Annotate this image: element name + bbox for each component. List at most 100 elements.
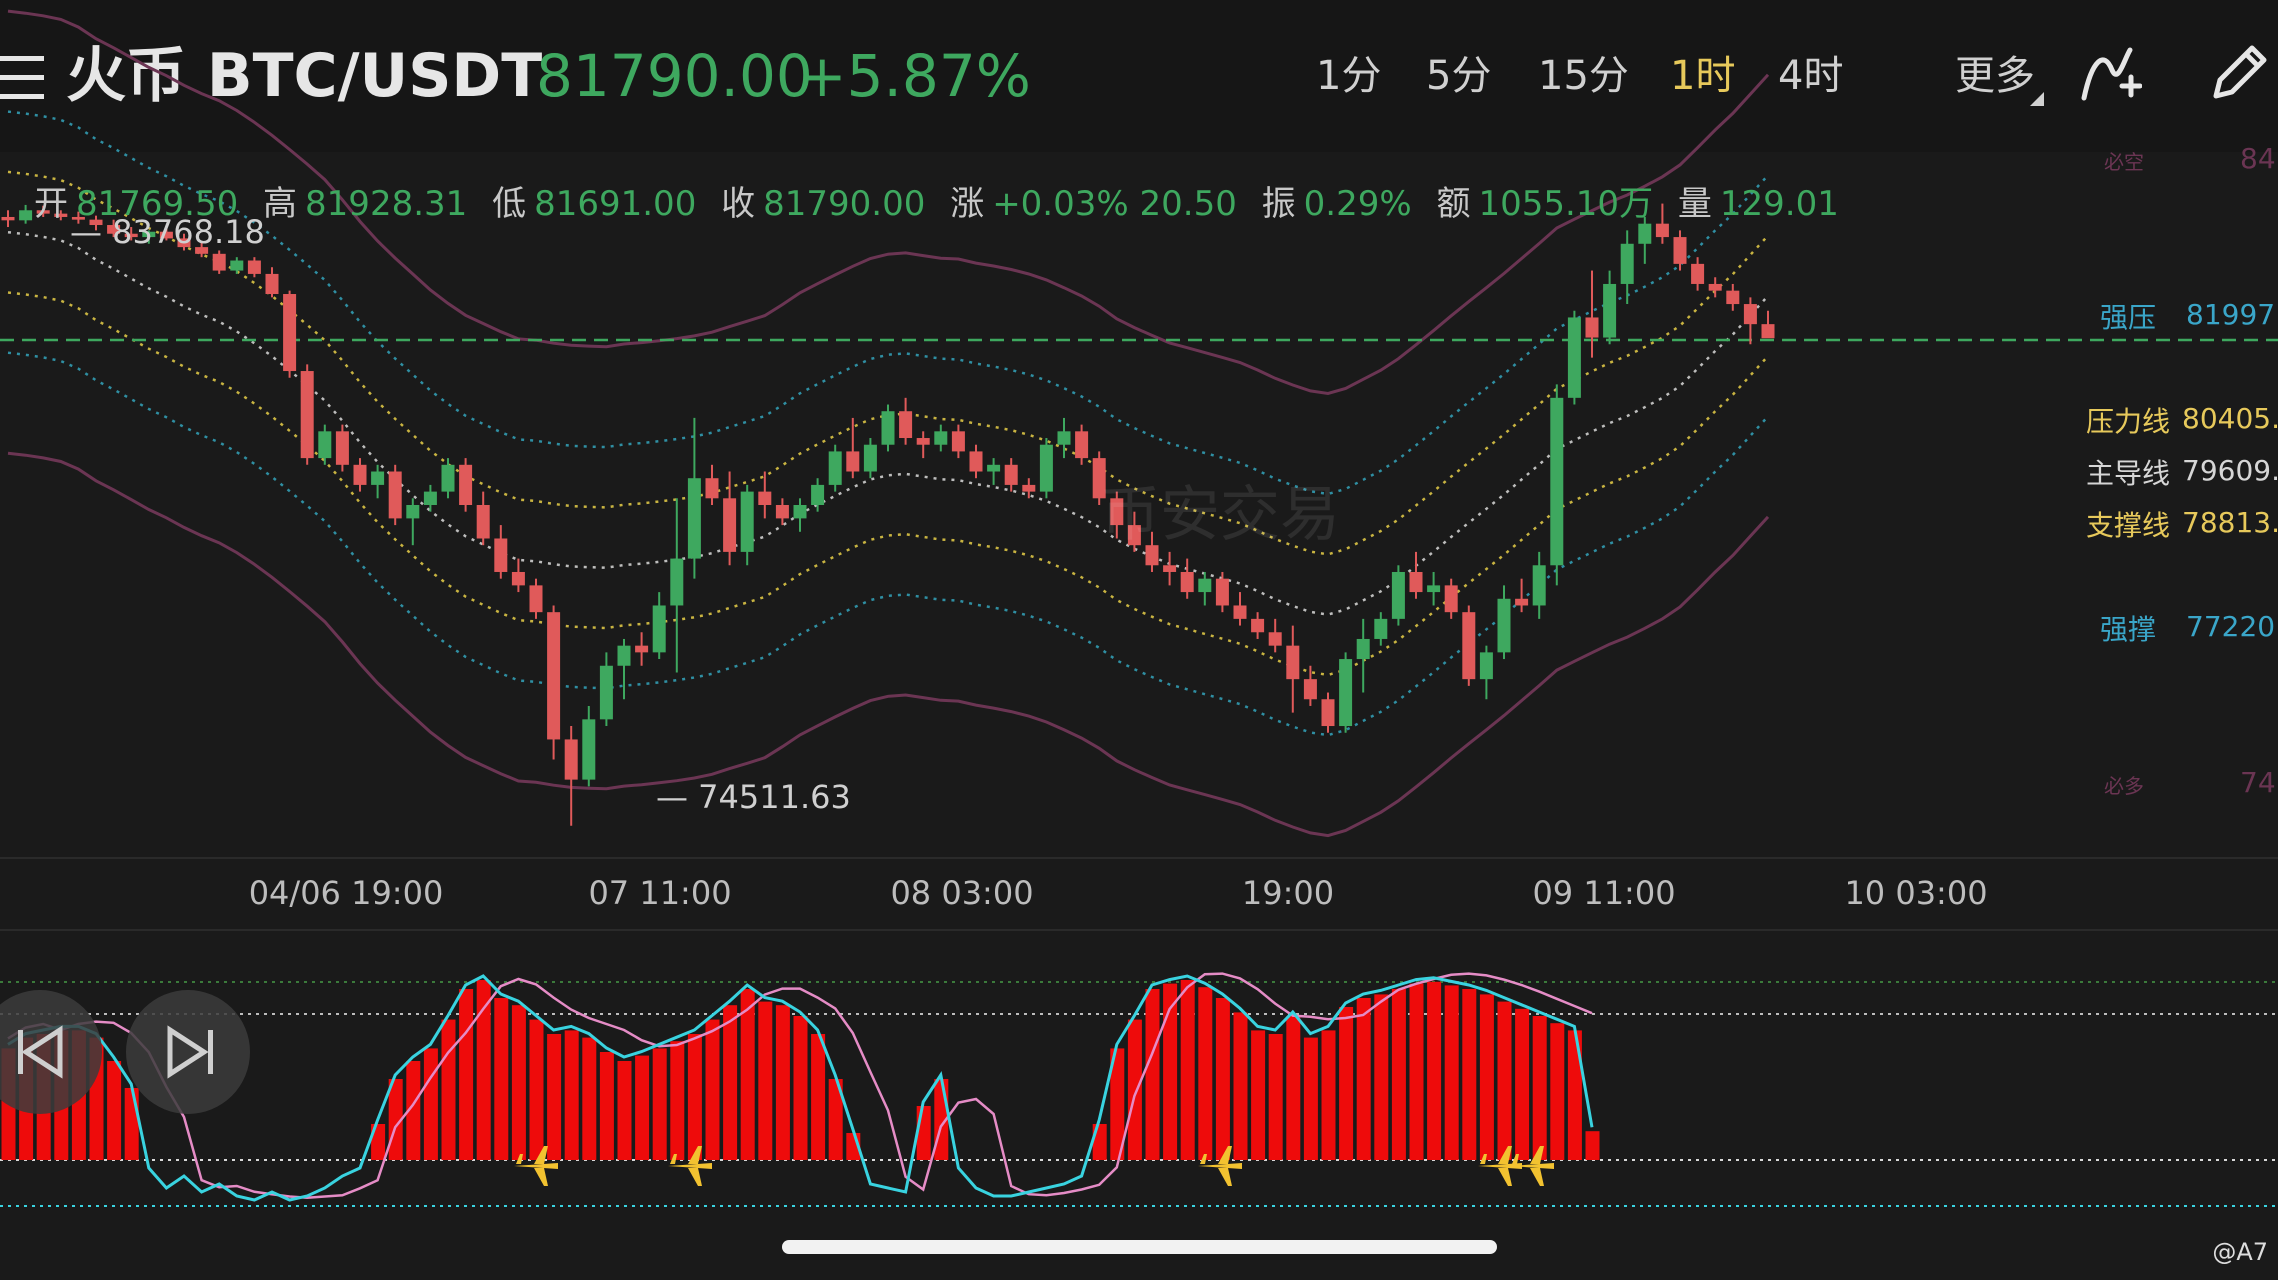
level-label-strong-support: 强撑	[2100, 613, 2157, 646]
open-value: 81769.50	[76, 184, 239, 224]
candle-body	[388, 471, 402, 519]
pair-title[interactable]: 火币 BTC/USDT	[66, 41, 543, 111]
candle-body	[353, 464, 367, 485]
candle-body	[811, 484, 825, 505]
osc-histogram-bar	[705, 1019, 720, 1160]
candle-body	[1743, 304, 1757, 325]
candle-body	[652, 605, 666, 653]
candle-body	[828, 451, 842, 485]
level-value-strong-support: 77220.8	[2186, 610, 2278, 643]
candle-body	[1022, 484, 1036, 492]
high-marker-label: — 83768.18	[70, 213, 265, 251]
next-frame-button[interactable]	[126, 990, 250, 1114]
osc-histogram-bar	[1567, 1030, 1582, 1160]
osc-histogram-bar	[459, 989, 474, 1160]
osc-histogram-bar	[687, 1034, 702, 1160]
candle-body	[1268, 632, 1282, 646]
level-label-must-long: 必多	[2104, 774, 2144, 798]
candle-body	[1391, 571, 1405, 619]
osc-histogram-bar	[1321, 1030, 1336, 1160]
osc-histogram-bar	[828, 1079, 843, 1160]
price-change: +5.87%	[798, 42, 1031, 110]
prev-frame-button[interactable]	[0, 990, 102, 1114]
candle-body	[71, 216, 85, 220]
osc-histogram-bar	[476, 980, 491, 1160]
osc-histogram-bar	[1497, 1001, 1512, 1160]
osc-histogram-bar	[406, 1061, 421, 1160]
candle-body	[1251, 618, 1265, 633]
low-marker-label: — 74511.63	[656, 778, 851, 816]
osc-histogram-bar	[107, 1061, 122, 1160]
osc-histogram-bar	[547, 1034, 562, 1160]
osc-histogram-bar	[1145, 989, 1160, 1160]
osc-histogram-bar	[1356, 998, 1371, 1160]
close-label: 收	[721, 184, 756, 224]
buy-signal-plane-icon	[514, 1146, 558, 1186]
timeframe-1h[interactable]: 1时	[1670, 53, 1736, 99]
candle-body	[547, 612, 561, 740]
menu-icon[interactable]	[0, 50, 44, 106]
osc-histogram-bar	[1110, 1048, 1125, 1160]
osc-histogram-bar	[1479, 994, 1494, 1160]
candle-body	[1444, 585, 1458, 613]
buy-signal-plane-icon	[668, 1146, 712, 1186]
candle-body	[582, 719, 596, 780]
change-value: +0.03% 20.50	[992, 184, 1237, 224]
candle-body	[1145, 545, 1159, 566]
osc-histogram-bar	[775, 1005, 790, 1160]
osc-histogram-bar	[1444, 985, 1459, 1160]
candle-body	[687, 478, 701, 559]
level-value-support: 78813.0	[2182, 506, 2278, 539]
candle-body	[212, 253, 226, 271]
time-axis-label: 10 03:00	[1844, 874, 1987, 912]
candle-body	[195, 247, 209, 254]
candle-body	[951, 431, 965, 452]
candle-body	[1479, 652, 1493, 680]
osc-histogram-bar	[1585, 1131, 1600, 1160]
candle-body	[740, 491, 754, 552]
candle-body	[1532, 565, 1546, 606]
last-price: 81790.00	[536, 42, 813, 110]
candle-body	[987, 464, 1001, 472]
level-label-main: 主导线	[2086, 457, 2171, 490]
band-must-long	[7, 451, 1770, 838]
candle-body	[1497, 598, 1511, 653]
osc-histogram-bar	[1409, 983, 1424, 1160]
ohlc-info-row: 开 81769.50 高 81928.31 低 81691.00 收 81790.00 …	[0, 176, 1839, 225]
level-label-support: 支撑线	[2086, 509, 2171, 542]
osc-signal-line	[7, 972, 1593, 1199]
candle-body	[1515, 598, 1529, 606]
candle-body	[89, 219, 103, 226]
timeframe-15m[interactable]: 15分	[1538, 53, 1629, 99]
candle-body	[1638, 223, 1652, 244]
candle-body	[300, 371, 314, 459]
skip-forward-icon	[167, 1025, 213, 1079]
candle-body	[1339, 659, 1353, 727]
timeframe-5m[interactable]: 5分	[1426, 53, 1492, 99]
candle-body	[599, 665, 613, 720]
osc-histogram-bar	[1233, 1012, 1248, 1160]
osc-histogram-bar	[441, 1019, 456, 1160]
high-label: 高	[263, 184, 298, 224]
osc-histogram-bar	[1550, 1023, 1565, 1160]
osc-histogram-bar	[1462, 989, 1477, 1160]
osc-histogram-bar	[1215, 998, 1230, 1160]
osc-histogram-bar	[1532, 1016, 1547, 1160]
osc-histogram-bar	[371, 1124, 386, 1160]
band-resistance	[7, 170, 1769, 556]
candle-body	[19, 210, 33, 221]
volume-value: 129.01	[1719, 184, 1839, 224]
timeframe-1m[interactable]: 1分	[1316, 53, 1382, 99]
brand-tag: @A7	[2212, 1238, 2268, 1266]
draw-pencil-icon[interactable]	[2206, 40, 2272, 106]
osc-histogram-bar	[1198, 987, 1213, 1160]
time-axis-label: 07 11:00	[588, 874, 731, 912]
indicator-add-icon[interactable]	[2078, 40, 2142, 104]
osc-histogram-bar	[811, 1034, 826, 1160]
osc-histogram-bar	[494, 998, 509, 1160]
candle-body	[1092, 458, 1106, 499]
candle-body	[1, 216, 15, 221]
more-button[interactable]: 更多	[1955, 53, 2035, 99]
timeframe-4h[interactable]: 4时	[1778, 53, 1844, 99]
